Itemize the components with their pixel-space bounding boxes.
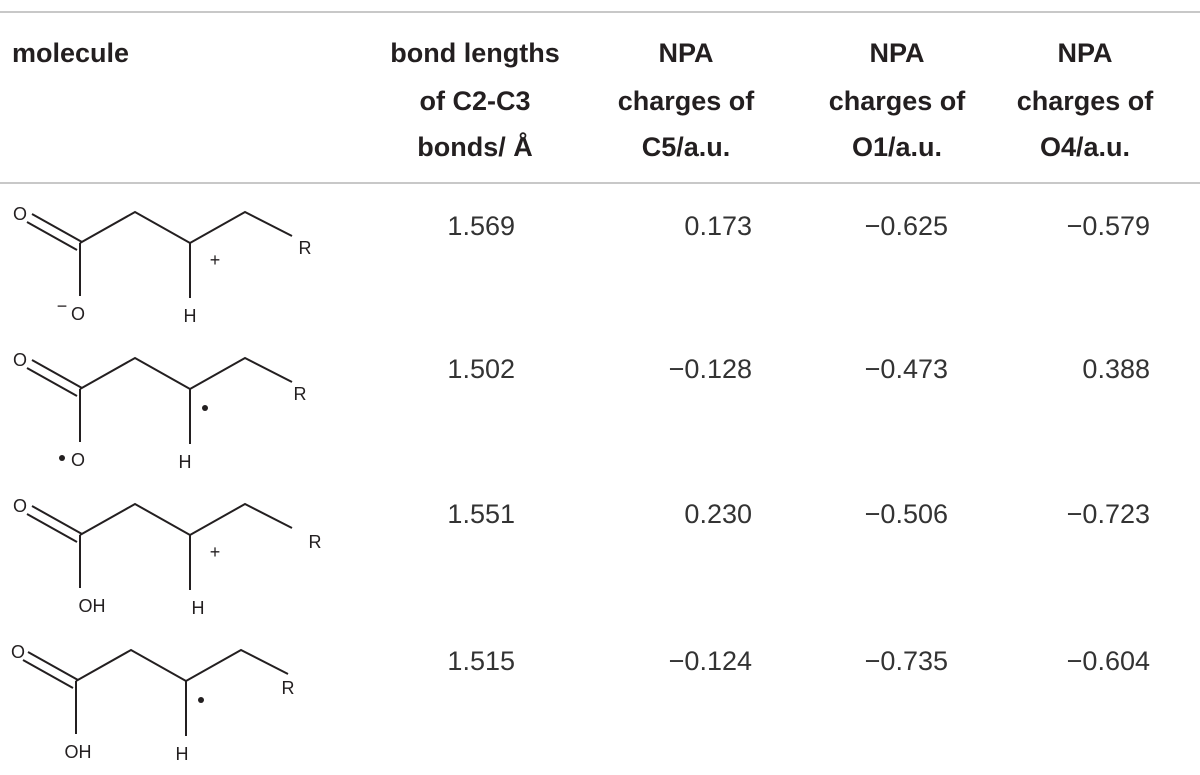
cell-value: −0.735 (865, 646, 948, 676)
atom-label: R (282, 678, 295, 698)
cell-value: 1.569 (447, 211, 515, 241)
cell-value: −0.506 (865, 499, 948, 529)
cell-value: −0.124 (669, 646, 752, 676)
cell-value: −0.723 (1067, 499, 1150, 529)
charge-label: + (210, 542, 221, 562)
molecule: O + R OH H (13, 496, 322, 618)
atom-label: O (13, 350, 27, 370)
column-header: molecule (12, 38, 129, 68)
atom-label: O (71, 304, 85, 324)
cell-value: 1.515 (447, 646, 515, 676)
molecule: O R O H (13, 350, 307, 472)
atom-label: O (71, 450, 85, 470)
column-header: charges of (829, 86, 967, 116)
cell-value: −0.604 (1067, 646, 1150, 676)
cell-value: −0.473 (865, 354, 948, 384)
atom-label: OH (79, 596, 106, 616)
column-header: bond lengths (390, 38, 559, 68)
cell-value: −0.128 (669, 354, 752, 384)
column-header: charges of (1017, 86, 1155, 116)
atom-label: H (192, 598, 205, 618)
atom-label: O (11, 642, 25, 662)
radical-dot (198, 697, 204, 703)
column-header: of C2-C3 (419, 86, 530, 116)
cell-value: 1.502 (447, 354, 515, 384)
column-header: O4/a.u. (1040, 132, 1130, 162)
column-header: NPA (1057, 38, 1112, 68)
atom-label: R (299, 238, 312, 258)
cell-value: −0.579 (1067, 211, 1150, 241)
atom-label: R (294, 384, 307, 404)
atom-label: O (13, 204, 27, 224)
column-header: C5/a.u. (642, 132, 731, 162)
atom-label: H (184, 306, 197, 326)
column-header: NPA (869, 38, 924, 68)
column-header: NPA (658, 38, 713, 68)
charge-label: + (210, 250, 221, 270)
radical-dot (202, 405, 208, 411)
atom-label: O (13, 496, 27, 516)
cell-value: 0.388 (1082, 354, 1150, 384)
atom-label: OH (65, 742, 92, 762)
molecule: O + R − O H (13, 204, 312, 326)
atom-label: R (309, 532, 322, 552)
cell-value: 1.551 (447, 499, 515, 529)
cell-value: 0.230 (684, 499, 752, 529)
column-header: O1/a.u. (852, 132, 942, 162)
cell-value: −0.625 (865, 211, 948, 241)
atom-label: H (179, 452, 192, 472)
atom-label: H (176, 744, 189, 764)
charge-label: − (57, 296, 68, 316)
cell-value: 0.173 (684, 211, 752, 241)
column-header: bonds/ Å (417, 131, 533, 162)
molecule: O R OH H (11, 642, 295, 764)
column-header: charges of (618, 86, 756, 116)
radical-dot (59, 455, 65, 461)
